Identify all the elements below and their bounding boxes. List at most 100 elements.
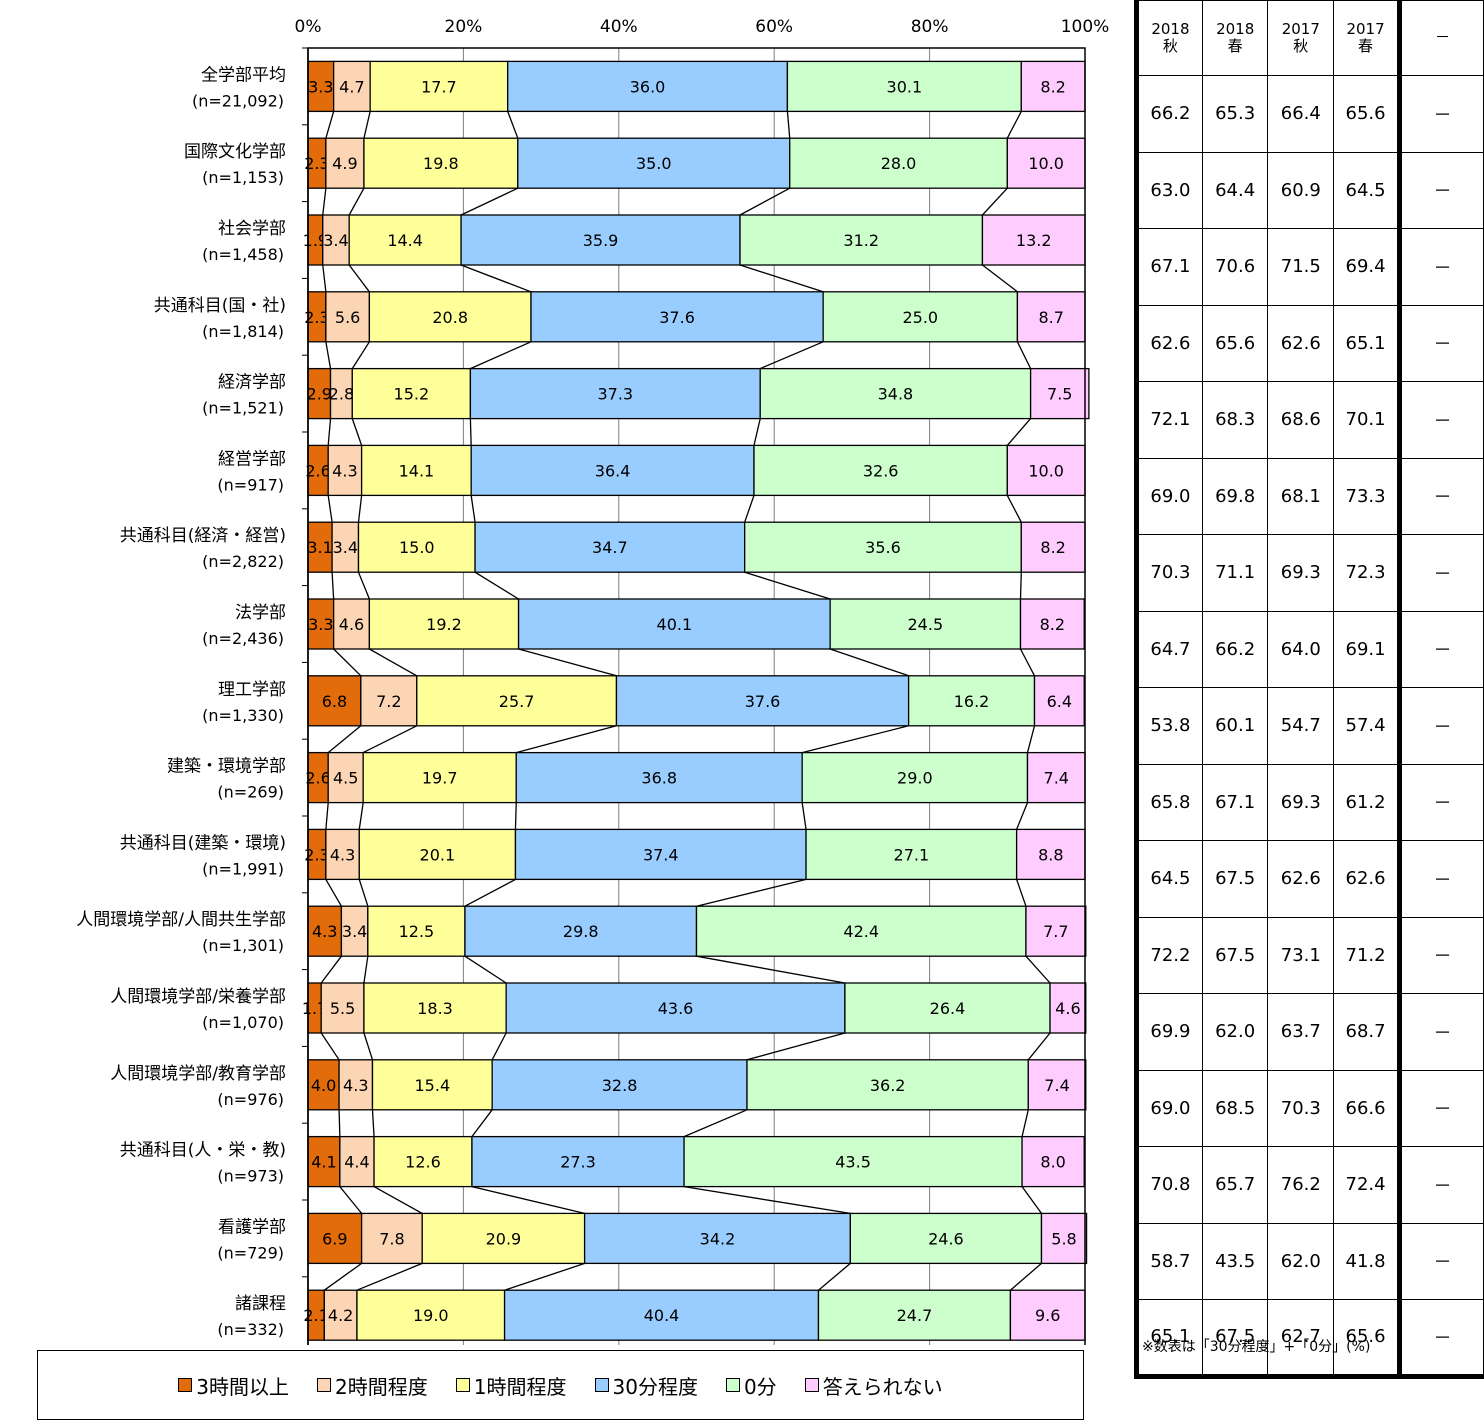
- bar-segment: [753, 444, 1008, 497]
- x-tick-label: 20%: [445, 17, 483, 37]
- series-connector-line: [358, 802, 364, 830]
- table-cell: －: [1398, 534, 1484, 612]
- data-label: 26.4: [930, 999, 966, 1018]
- data-label: 20.8: [432, 308, 468, 327]
- table-row: 53.8 60.1 54.7 57.4 －: [1134, 687, 1484, 765]
- data-label: 43.6: [658, 999, 694, 1018]
- bar-segment: [583, 1212, 851, 1265]
- table-cell: 66.2: [1134, 75, 1203, 153]
- table-cell: 72.4: [1333, 1146, 1402, 1224]
- series-connector-line: [469, 418, 472, 446]
- data-label: 34.2: [700, 1229, 736, 1248]
- series-connector-line: [322, 188, 327, 216]
- data-label: 8.2: [1040, 77, 1065, 96]
- bar-segment: [849, 1212, 1043, 1265]
- legend-item: 答えられない: [804, 1371, 943, 1400]
- table-cell: 65.3: [1201, 75, 1269, 153]
- data-label: 36.2: [870, 1076, 906, 1095]
- legend-label: 1時間程度: [473, 1374, 567, 1399]
- category-label: 共通科目(国・社): [154, 296, 286, 316]
- legend-label: 30分程度: [612, 1374, 698, 1399]
- series-connector-line: [325, 879, 342, 907]
- data-label: 29.0: [897, 769, 933, 788]
- bar-segment: [339, 1135, 375, 1188]
- series-connector-line: [351, 341, 370, 369]
- table-row: 65.8 67.1 69.3 61.2 －: [1134, 763, 1484, 841]
- table-row: 66.2 65.3 66.4 65.6 －: [1134, 75, 1484, 153]
- category-count-label: (n=1,070): [202, 1013, 284, 1032]
- table-cell: 67.1: [1201, 763, 1269, 841]
- data-label: 1.9: [303, 231, 328, 250]
- series-connector-line: [357, 571, 370, 600]
- category-label: 理工学部: [218, 680, 286, 700]
- data-label: 29.8: [563, 922, 599, 941]
- table-cell: －: [1398, 1222, 1484, 1300]
- series-connector-line: [1006, 495, 1022, 523]
- bar-segment: [822, 291, 1019, 343]
- bar-segment: [307, 1135, 341, 1188]
- data-label: 2.6: [305, 461, 330, 480]
- bar-segment: [332, 60, 371, 113]
- table-cell: 62.6: [1267, 304, 1335, 382]
- bar-segment: [332, 598, 371, 650]
- legend-label: 答えられない: [822, 1374, 943, 1399]
- series-connector-line: [1006, 111, 1022, 139]
- table-cell: 68.3: [1201, 381, 1269, 459]
- series-connector-line: [464, 878, 516, 907]
- data-label: 36.4: [595, 461, 631, 480]
- series-connector-line: [333, 648, 362, 677]
- data-label: 32.6: [863, 461, 899, 480]
- series-connector-line: [363, 111, 371, 139]
- table-row: 67.1 70.6 71.5 69.4 －: [1134, 228, 1484, 306]
- bar-segment: [530, 291, 824, 343]
- data-label: 37.6: [659, 308, 695, 327]
- legend-label: 2時間程度: [335, 1374, 428, 1399]
- bar-segment: [471, 1135, 685, 1188]
- table-cell: 71.5: [1267, 228, 1335, 306]
- bar-segment: [367, 905, 466, 957]
- table-cell: 64.5: [1333, 151, 1402, 229]
- series-connector-line: [338, 1109, 341, 1137]
- series-connector-line: [371, 1109, 375, 1137]
- legend-swatch: [725, 1378, 740, 1392]
- bar-segment: [1033, 675, 1085, 727]
- series-connector-line: [325, 341, 332, 369]
- series-connector-line: [683, 1109, 748, 1138]
- series-connector-line: [1006, 418, 1032, 446]
- bar-segment: [746, 1059, 1029, 1111]
- series-connector-line: [356, 1262, 423, 1291]
- data-label: 7.4: [1044, 1076, 1069, 1095]
- category-count-label: (n=2,436): [202, 629, 284, 648]
- bar-segment: [503, 1289, 820, 1341]
- table-cell: 68.6: [1267, 381, 1335, 459]
- series-connector-line: [357, 495, 363, 523]
- series-connector-line: [1016, 879, 1027, 907]
- table-cell: 67.5: [1201, 916, 1269, 994]
- table-cell: 70.3: [1134, 534, 1203, 612]
- bar-segment: [1029, 367, 1090, 420]
- table-cell: 64.7: [1134, 610, 1203, 688]
- data-label: 2.3: [304, 154, 329, 173]
- data-label: 7.7: [1043, 922, 1068, 941]
- bar-segment: [507, 60, 789, 113]
- data-label: 19.8: [423, 154, 459, 173]
- series-connector-line: [753, 418, 761, 446]
- series-connector-line: [358, 879, 369, 907]
- table-header-cell: 2017 秋: [1267, 0, 1335, 76]
- bar-segment: [1006, 137, 1086, 189]
- data-label: 35.6: [865, 538, 901, 557]
- table-cell: 76.2: [1267, 1146, 1335, 1224]
- table-cell: 64.4: [1201, 151, 1269, 229]
- category-label: 経営学部: [218, 449, 286, 469]
- series-connector-line: [1025, 955, 1051, 984]
- series-connector-line: [1009, 1262, 1042, 1291]
- table-cell: 70.1: [1333, 381, 1402, 459]
- data-label: 3.4: [342, 922, 367, 941]
- stacked-bar-chart: 0% 20% 40% 60% 80% 100% 3.3 4.7 17.7 36.0 30.1 8.2 全…: [76, 17, 1109, 1345]
- data-label: 10.0: [1028, 154, 1064, 173]
- series-connector-line: [471, 1185, 585, 1215]
- bar-segment: [363, 982, 507, 1034]
- header-term: 春: [1227, 37, 1243, 55]
- series-connector-line: [739, 187, 791, 216]
- data-label: 20.1: [420, 845, 456, 864]
